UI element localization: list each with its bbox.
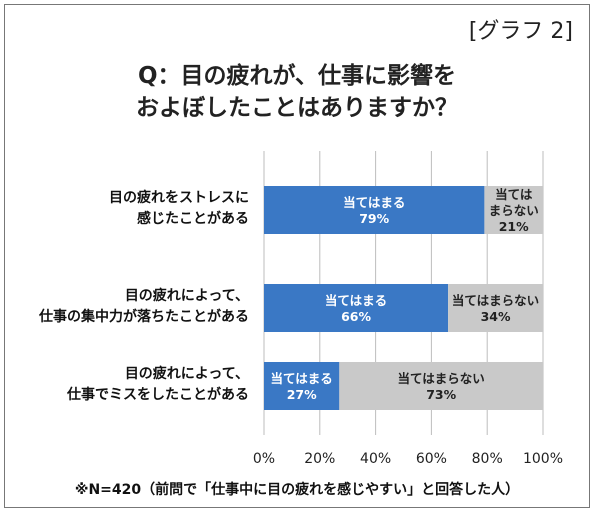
x-tick-label: 60% <box>416 451 447 467</box>
bar-label: 当てはまる <box>271 371 333 386</box>
category-label-line: 目の疲れによって、 <box>124 366 249 382</box>
category-label: 目の疲れによって、仕事の集中力が落ちたことがある <box>19 286 249 328</box>
category-label-line: 仕事でミスをしたことがある <box>67 387 249 403</box>
bar-no <box>448 284 543 332</box>
bar-label: 当てはまる <box>325 293 387 308</box>
category-label: 目の疲れによって、仕事でミスをしたことがある <box>19 364 249 406</box>
x-tick-label: 100% <box>523 451 563 467</box>
chart-title-line1: Q：目の疲れが、仕事に影響を <box>137 63 457 89</box>
bar-yes <box>264 186 485 234</box>
bar-no <box>484 186 543 234</box>
x-tick-label: 0% <box>253 451 275 467</box>
bar-label: 66% <box>341 309 371 324</box>
bar-label: 当ては <box>495 187 533 202</box>
category-label-line: 仕事の集中力が落ちたことがある <box>39 309 249 325</box>
bar-yes <box>264 362 340 410</box>
bar-label: 当てはまる <box>343 195 405 210</box>
category-label: 目の疲れをストレスに感じたことがある <box>19 188 249 230</box>
bar-chart: 0% 20% 40% 60% 80% 100%当てはまる79%当てはまらない21%当てはま… <box>253 151 563 467</box>
bar-label: まらない <box>489 203 539 218</box>
bar-yes <box>264 284 449 332</box>
figure-tag: [グラフ 2] <box>468 19 573 44</box>
chart-frame: [グラフ 2] Q：目の疲れが、仕事に影響を およぼしたことはありますか？ 目の… <box>4 4 590 508</box>
category-label-line: 感じたことがある <box>137 211 249 227</box>
bar-label: 79% <box>359 211 389 226</box>
bar-label: 73% <box>426 387 456 402</box>
bar-label: 当てはまらない <box>398 371 485 386</box>
x-tick-label: 40% <box>360 451 391 467</box>
bar-no <box>339 362 543 410</box>
bar-label: 34% <box>481 309 511 324</box>
x-tick-label: 20% <box>304 451 335 467</box>
bar-label: 21% <box>499 219 529 234</box>
x-tick-label: 80% <box>472 451 503 467</box>
bar-label: 27% <box>287 387 317 402</box>
category-label-line: 目の疲れによって、 <box>124 288 249 304</box>
chart-title-line2: およぼしたことはありますか？ <box>136 95 458 121</box>
bar-label: 当てはまらない <box>452 293 539 308</box>
sample-note: ※N=420（前問で「仕事中に目の疲れを感じやすい」と回答した人） <box>74 482 520 498</box>
category-label-line: 目の疲れをストレスに <box>109 190 249 206</box>
